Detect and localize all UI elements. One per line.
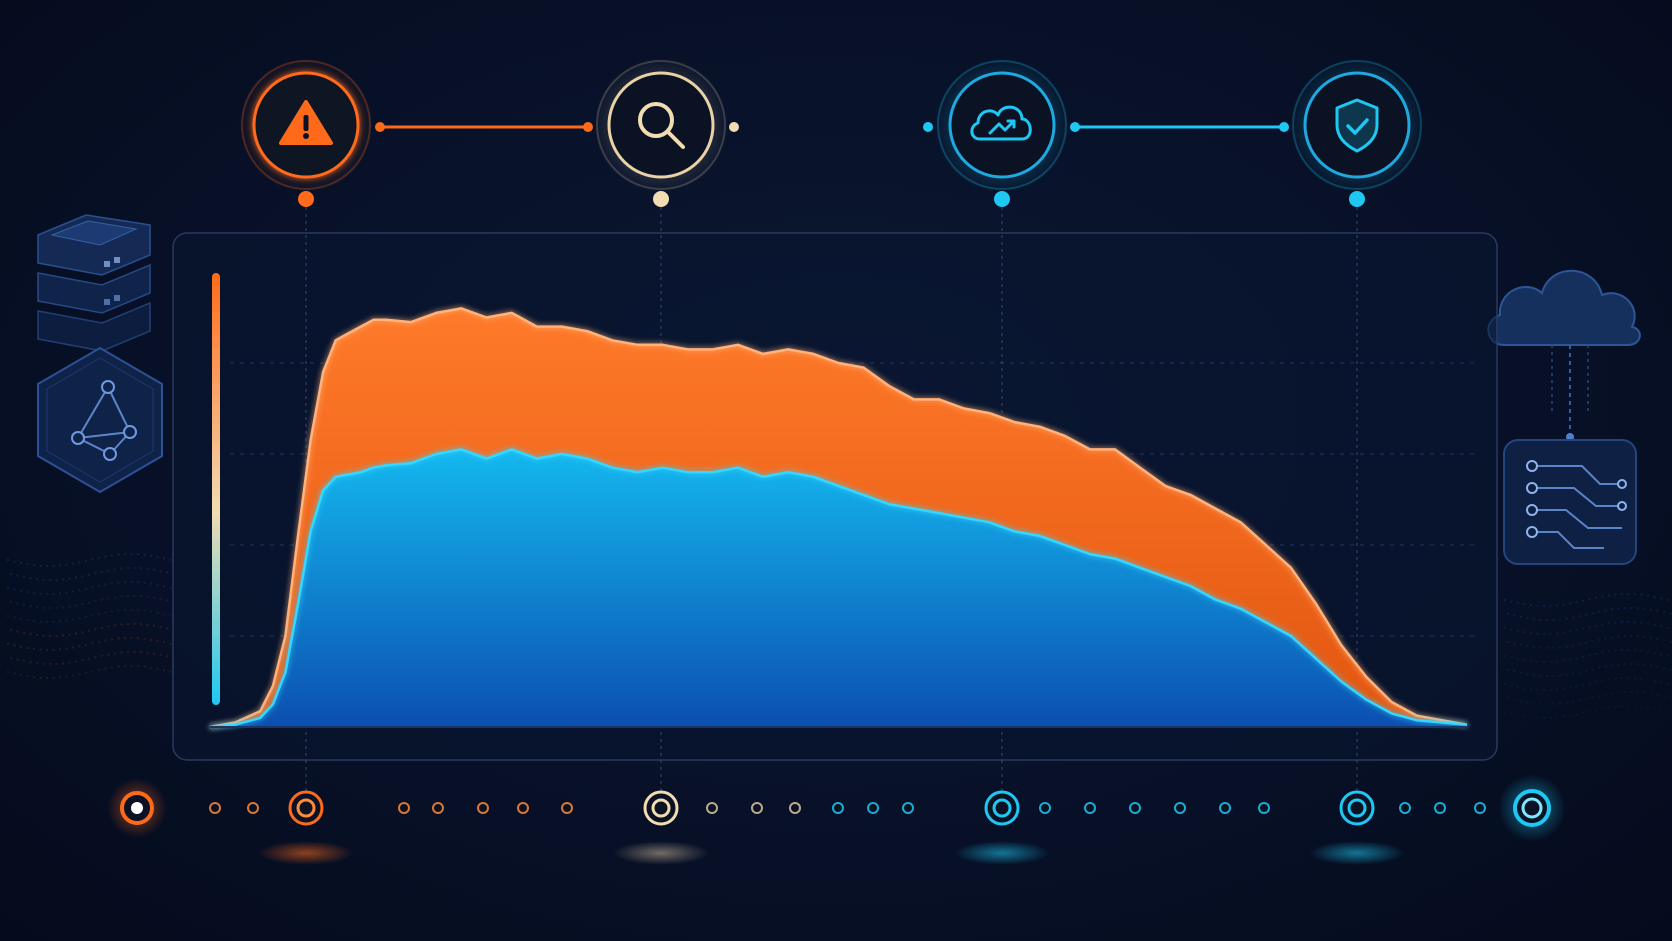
timeline-tick-17 — [1174, 802, 1186, 814]
series-blue-edge-line — [209, 448, 1468, 729]
timeline-tick-21 — [1434, 802, 1446, 814]
cloud-trend-icon — [970, 105, 1032, 141]
timeline-tick-9 — [751, 802, 763, 814]
search-icon — [638, 102, 685, 149]
stage-connector-2-start-dot — [729, 122, 739, 132]
timeline-tick-7 — [561, 802, 573, 814]
timeline-tick-6 — [517, 802, 529, 814]
stage-connector-1-start-dot — [375, 122, 385, 132]
timeline-start-node[interactable] — [107, 778, 167, 838]
stage-shield[interactable] — [1289, 57, 1425, 193]
stage-connector-3-start-dot — [1070, 122, 1080, 132]
timeline-tick-22 — [1474, 802, 1486, 814]
timeline-tick-4 — [432, 802, 444, 814]
stage-pin-3 — [994, 191, 1010, 207]
stage-connector-2-end-dot — [923, 122, 933, 132]
timeline-tick-5 — [477, 802, 489, 814]
cloud-icon — [1487, 269, 1641, 441]
y-axis-gradient-bar — [212, 273, 220, 705]
timeline-tick-10 — [789, 802, 801, 814]
timeline-tick-15 — [1084, 802, 1096, 814]
timeline-node-4[interactable] — [1339, 790, 1375, 826]
timeline-end-node[interactable] — [1498, 774, 1566, 842]
stage-warning[interactable] — [238, 57, 374, 193]
stage-pin-1 — [298, 191, 314, 207]
series-orange-area — [210, 308, 1467, 727]
shield-check-icon — [1335, 98, 1379, 153]
stage-connector-3-end-dot — [1279, 122, 1289, 132]
timeline-glow-1 — [258, 841, 354, 865]
timeline-tick-19 — [1258, 802, 1270, 814]
timeline-node-3[interactable] — [984, 790, 1020, 826]
timeline-tick-1 — [209, 802, 221, 814]
timeline-tick-8 — [706, 802, 718, 814]
timeline-tick-12 — [867, 802, 879, 814]
stage-connector-1-end-dot — [583, 122, 593, 132]
timeline-glow-4 — [1309, 841, 1405, 865]
series-orange-edge-line — [209, 307, 1468, 729]
series-blue-area — [210, 449, 1467, 727]
chart-series-layer — [209, 307, 1468, 729]
stage-search[interactable] — [593, 57, 729, 193]
timeline-glow-2 — [613, 841, 709, 865]
network-hexagon-icon — [37, 346, 163, 494]
timeline-tick-2 — [247, 802, 259, 814]
timeline-tick-11 — [832, 802, 844, 814]
timeline-ticks — [209, 802, 1486, 814]
timeline-tick-14 — [1039, 802, 1051, 814]
server-stack-icon — [37, 214, 151, 352]
timeline-glow-3 — [954, 841, 1050, 865]
timeline-tick-20 — [1399, 802, 1411, 814]
stage-pin-2 — [653, 191, 669, 207]
background-dot-field — [6, 552, 1672, 720]
circuit-board-icon — [1503, 439, 1637, 565]
timeline-node-2[interactable] — [643, 790, 679, 826]
timeline-tick-13 — [902, 802, 914, 814]
timeline-tick-16 — [1129, 802, 1141, 814]
timeline-tick-18 — [1219, 802, 1231, 814]
warning-icon — [279, 100, 333, 145]
stage-cloud[interactable] — [934, 57, 1070, 193]
timeline-tick-3 — [398, 802, 410, 814]
timeline-node-1[interactable] — [288, 790, 324, 826]
stage-pin-4 — [1349, 191, 1365, 207]
